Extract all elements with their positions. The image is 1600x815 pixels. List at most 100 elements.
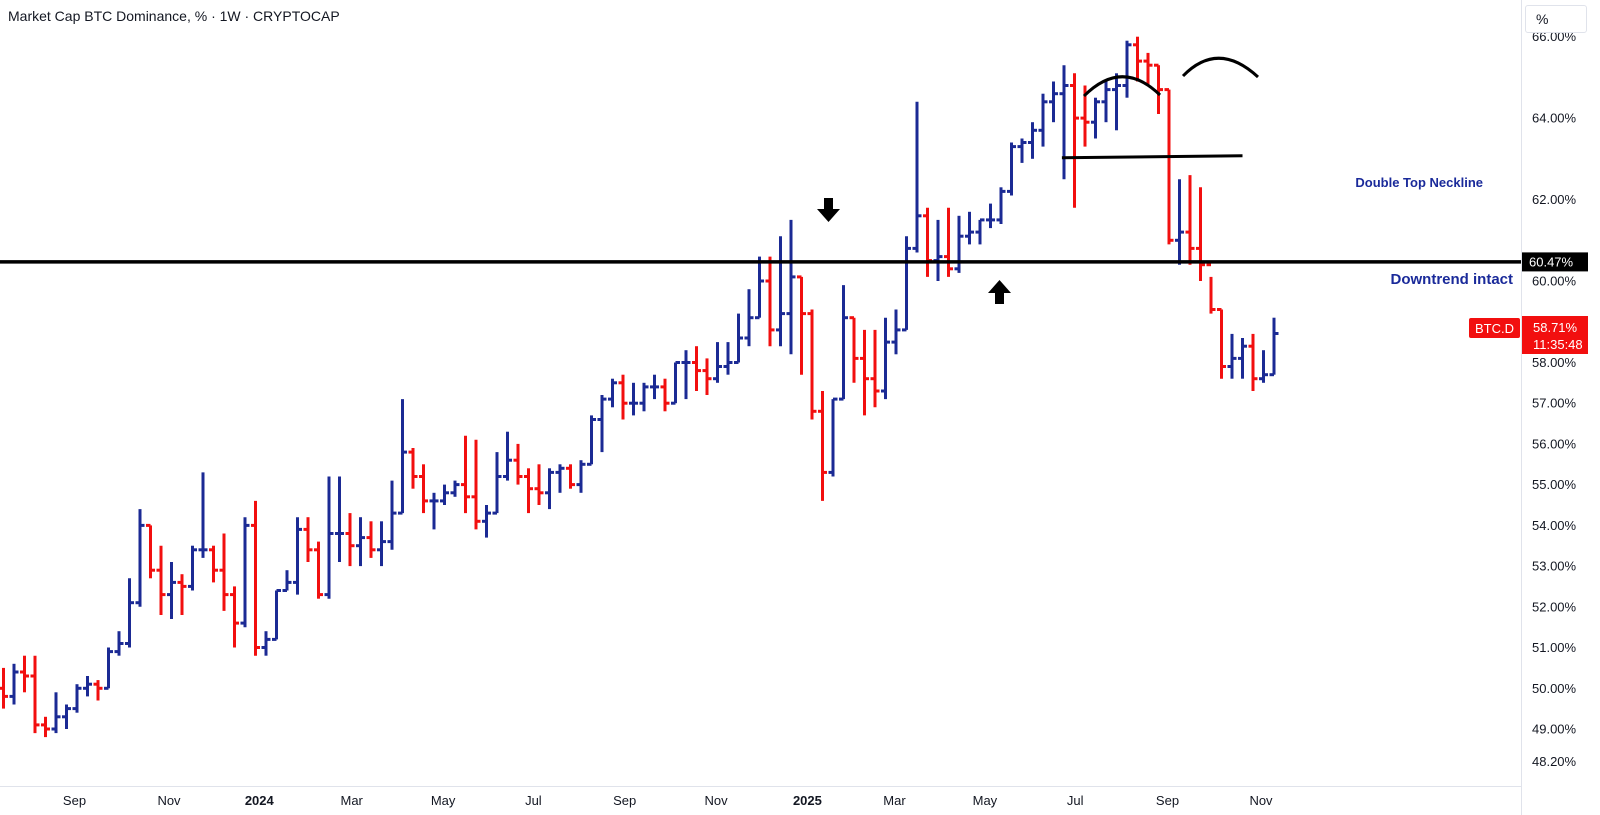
ohlc-bar <box>1101 81 1111 123</box>
ohlc-bar <box>1164 88 1174 245</box>
ohlc-bar <box>345 513 355 567</box>
ohlc-bar <box>188 545 197 591</box>
ohlc-bar <box>408 448 418 489</box>
scale-unit-button[interactable]: % <box>1525 5 1587 33</box>
ohlc-bar <box>723 342 733 375</box>
ohlc-bar <box>1122 40 1132 98</box>
ohlc-bar <box>114 631 124 656</box>
ohlc-bar <box>776 236 785 347</box>
ohlc-bar <box>555 464 565 493</box>
ohlc-bar <box>1185 175 1195 265</box>
ohlc-bar <box>0 667 8 709</box>
time-tick-label: 2025 <box>793 793 822 808</box>
ohlc-bar <box>860 329 869 416</box>
ohlc-bar <box>240 517 250 628</box>
price-tick-label: 58.00% <box>1532 355 1577 370</box>
ohlc-bar <box>198 472 208 558</box>
ohlc-bar <box>608 378 617 408</box>
ohlc-bar <box>1154 63 1163 114</box>
ohlc-bar <box>1206 263 1216 314</box>
ohlc-bar <box>314 541 323 599</box>
ohlc-bar <box>923 207 932 277</box>
ohlc-bar <box>1196 187 1205 281</box>
time-tick-label: Nov <box>705 793 729 808</box>
ohlc-bar <box>377 521 386 567</box>
second-top-arc <box>1181 56 1260 79</box>
ohlc-bar <box>492 452 502 515</box>
ohlc-bar <box>366 521 376 558</box>
ohlc-bar <box>891 309 901 355</box>
ohlc-bar <box>734 313 743 364</box>
ohlc-bar <box>744 289 754 347</box>
ohlc-bar <box>51 692 61 734</box>
ohlc-bar <box>839 285 848 401</box>
ohlc-bar <box>9 663 19 705</box>
ohlc-bar <box>261 631 271 656</box>
price-tick-label: 55.00% <box>1532 477 1577 492</box>
ohlc-bar <box>765 256 775 347</box>
ohlc-bar <box>156 545 166 615</box>
ohlc-bar <box>1269 317 1279 377</box>
ohlc-bars <box>0 36 1279 738</box>
time-tick-label: Sep <box>613 793 636 808</box>
ohlc-bar <box>1007 142 1016 196</box>
price-tick-label: 54.00% <box>1532 518 1577 533</box>
ohlc-bar <box>135 509 145 607</box>
ohlc-bar <box>1112 73 1121 131</box>
ohlc-bar <box>387 480 397 550</box>
time-tick-label: Sep <box>1156 793 1179 808</box>
double-top-neckline[interactable] <box>1061 154 1243 160</box>
ohlc-bar <box>419 464 428 514</box>
ohlc-bar <box>1049 81 1058 123</box>
time-tick-label: Nov <box>1249 793 1273 808</box>
ohlc-bar <box>1238 338 1247 379</box>
ohlc-bar <box>1038 93 1048 147</box>
time-tick-label: Mar <box>883 793 906 808</box>
time-tick-label: May <box>431 793 456 808</box>
symbol-tag <box>1469 318 1520 338</box>
price-tick-label: 53.00% <box>1532 559 1577 574</box>
ohlc-bar <box>1091 97 1100 139</box>
price-tick-label: 64.00% <box>1532 111 1577 126</box>
ohlc-bar <box>755 256 764 320</box>
ohlc-bar <box>398 399 407 515</box>
time-axis[interactable]: Sep Nov 2024 Mar May Jul Sep Nov 2025 Mar May Jul Se… <box>63 793 1273 808</box>
bar-countdown: 11:35:48 <box>1533 337 1583 352</box>
ohlc-bar <box>933 219 943 281</box>
ohlc-bar <box>986 203 995 229</box>
ohlc-bar <box>996 187 1006 224</box>
ohlc-bar <box>881 317 890 400</box>
ohlc-bar <box>849 316 859 383</box>
ohlc-bar <box>534 464 544 505</box>
ohlc-bar <box>681 350 691 400</box>
ohlc-bar <box>1059 65 1069 180</box>
down-arrow-icon <box>817 198 840 222</box>
ohlc-bar <box>30 655 40 734</box>
current-value: 58.71% <box>1533 320 1578 335</box>
time-tick-label: May <box>973 793 998 808</box>
ohlc-bar <box>1259 350 1268 383</box>
price-tick-label: 57.00% <box>1532 396 1577 411</box>
ohlc-bar <box>503 431 512 481</box>
price-tick-label: 56.00% <box>1532 436 1577 451</box>
ohlc-bar <box>629 382 638 416</box>
ohlc-bar <box>482 505 491 538</box>
time-tick-label: Jul <box>525 793 542 808</box>
ohlc-bar <box>272 589 281 641</box>
ohlc-bar <box>1143 52 1153 86</box>
downtrend-label: Downtrend intact <box>1391 271 1514 288</box>
ohlc-bar <box>671 361 680 405</box>
unit-label: % <box>1536 11 1549 27</box>
ohlc-bar <box>944 207 953 277</box>
ohlc-bar <box>62 704 71 729</box>
ohlc-bar <box>20 655 29 693</box>
up-arrow-icon <box>988 280 1011 304</box>
ohlc-bar <box>828 397 838 477</box>
ohlc-bar <box>461 435 470 514</box>
ohlc-bar <box>429 492 439 530</box>
ohlc-bar <box>713 342 722 383</box>
price-axis[interactable]: 48.20% 49.00% 50.00% 51.00% 52.00% 53.00% 54.0… <box>1532 29 1577 769</box>
ohlc-bar <box>282 570 292 592</box>
ohlc-bar <box>639 382 649 412</box>
